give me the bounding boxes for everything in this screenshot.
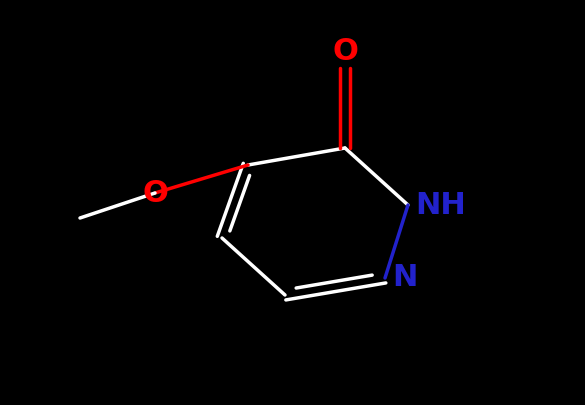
Text: NH: NH [415, 190, 466, 220]
Text: O: O [332, 38, 358, 66]
Text: O: O [142, 179, 168, 207]
Text: N: N [392, 264, 417, 292]
